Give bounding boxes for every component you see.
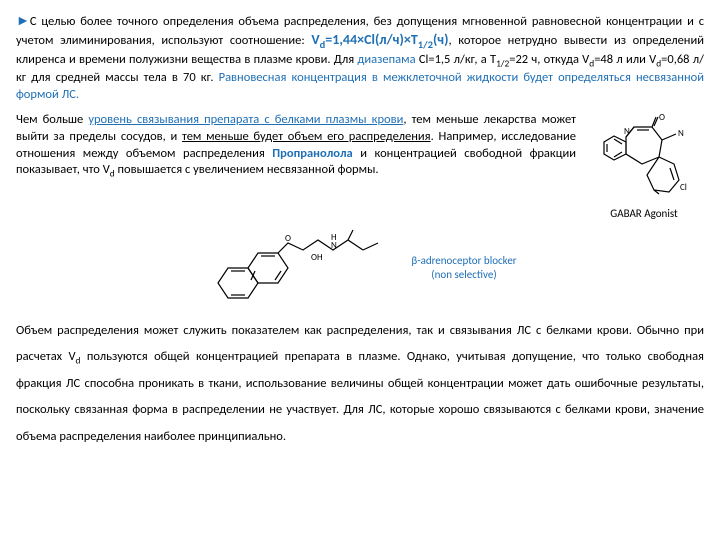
mol2-line1: β-adrenoceptor blocker	[411, 254, 516, 267]
propranolol-structure-icon: O OH H N	[203, 228, 393, 308]
p3-b: пользуются общей концентрацией препарата…	[16, 349, 704, 444]
p2-a: Чем больше	[16, 112, 88, 127]
paragraph-1: ►С целью более точного определения объем…	[16, 12, 704, 104]
svg-text:N: N	[678, 128, 684, 139]
gabar-structure-icon: N N O Cl	[584, 112, 694, 207]
paragraph-2: Чем больше уровень связывания препарата …	[16, 112, 576, 181]
gabar-label: GABAR Agonist	[584, 207, 704, 222]
svg-text:N: N	[624, 126, 630, 137]
svg-text:N: N	[331, 240, 337, 251]
svg-text:O: O	[659, 112, 665, 123]
molecule-gabar: N N O Cl GABAR Agonist	[584, 112, 704, 222]
p2-underline: тем меньше будет объем его распределения	[182, 129, 431, 144]
link-protein-binding[interactable]: уровень связывания препарата с белками п…	[88, 112, 403, 127]
row-binding-text: Чем больше уровень связывания препарата …	[16, 112, 704, 222]
svg-text:O: O	[285, 233, 291, 244]
propranolol-label: β-adrenoceptor blocker (non selective)	[411, 254, 516, 280]
row-propranolol-structure: O OH H N β-adrenoceptor blocker (non sel…	[16, 228, 704, 308]
svg-text:Cl: Cl	[680, 182, 687, 193]
paragraph-3: Объем распределения может служить показа…	[16, 318, 704, 450]
svg-text:OH: OH	[311, 252, 323, 263]
vd-formula: Vd=1,44×Cl(л/ч)×T1/2(ч)	[311, 31, 448, 48]
mol2-line2: (non selective)	[411, 268, 516, 281]
triangle-marker: ►	[16, 12, 30, 29]
drug-diazepam: диазепама	[357, 52, 415, 67]
drug-propranolol: Пропранолола	[272, 146, 352, 161]
